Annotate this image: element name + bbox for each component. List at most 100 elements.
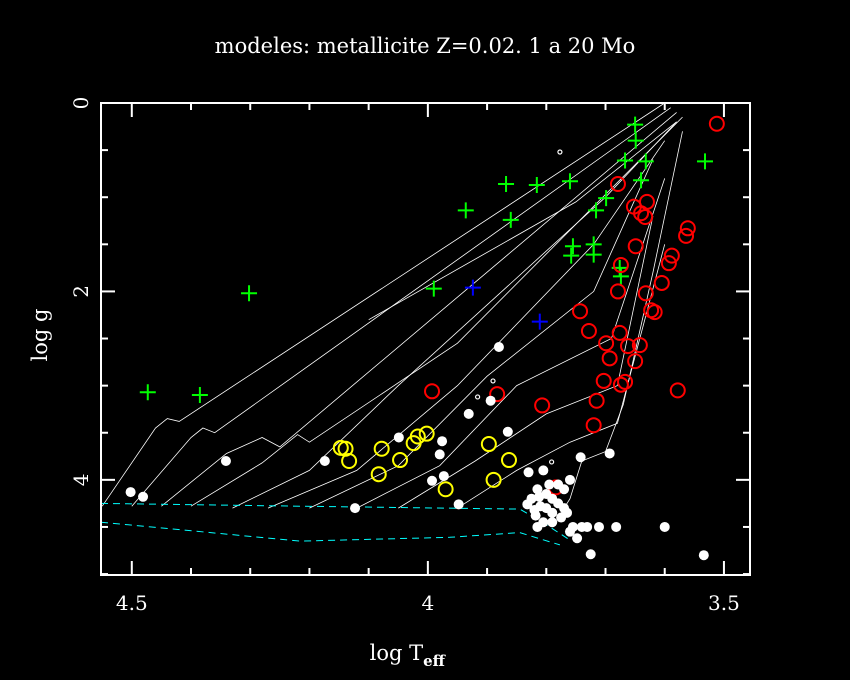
- white-dot-marker: [319, 456, 330, 467]
- red-circle-marker: [534, 397, 551, 414]
- white-dot-marker: [659, 521, 670, 532]
- white-dot-marker: [576, 521, 587, 532]
- green-plus-marker: [528, 176, 545, 193]
- yellow-circle-marker: [409, 428, 426, 445]
- white-dot-marker: [575, 452, 586, 463]
- white-dot-marker: [585, 549, 596, 560]
- red-circle-marker: [612, 376, 629, 393]
- white-dot-marker: [532, 484, 543, 495]
- red-circle-marker: [669, 382, 686, 399]
- white-dot-marker: [438, 471, 449, 482]
- white-dot-marker: [493, 342, 504, 353]
- red-circle-marker: [679, 220, 696, 237]
- evolutionary-track: [267, 140, 666, 509]
- red-circle-marker: [598, 335, 615, 352]
- green-plus-marker: [588, 202, 605, 219]
- white-open-circle-marker: [475, 394, 481, 400]
- red-circle-marker: [638, 193, 655, 210]
- white-dot-marker: [604, 448, 615, 459]
- red-circle-marker: [612, 257, 629, 274]
- white-dot-marker: [572, 533, 583, 544]
- green-plus-marker: [617, 152, 634, 169]
- y-axis-label: log g: [28, 309, 52, 362]
- x-axis-label: log Teff: [370, 641, 447, 670]
- red-circle-marker: [678, 227, 695, 244]
- red-circle-marker: [620, 338, 637, 355]
- red-circle-marker: [572, 303, 589, 320]
- yellow-circle-marker: [341, 453, 358, 470]
- yellow-circle-marker: [500, 452, 517, 469]
- white-dot-marker: [567, 521, 578, 532]
- green-plus-marker: [564, 238, 581, 255]
- green-plus-marker: [627, 132, 644, 149]
- evolutionary-track: [398, 216, 654, 509]
- zams-dashed-line: [100, 502, 571, 541]
- white-open-circle-marker: [557, 149, 563, 155]
- white-dot-marker: [485, 395, 496, 406]
- white-dot-marker: [534, 491, 545, 502]
- green-plus-marker: [191, 387, 208, 404]
- yellow-circle-marker: [485, 471, 502, 488]
- red-circle-marker: [611, 324, 628, 341]
- plot-frame: [100, 102, 751, 576]
- red-circle-marker: [489, 386, 506, 403]
- yellow-circle-marker: [418, 425, 435, 442]
- plot-area: 4.5 4 3.5 0 2 4: [69, 97, 751, 615]
- red-circle-marker: [609, 283, 626, 300]
- white-dot-marker: [463, 408, 474, 419]
- x-tick-label: 3.5: [708, 591, 740, 615]
- green-plus-marker: [598, 190, 615, 207]
- red-circle-marker: [708, 115, 725, 132]
- x-tick-label: 4.5: [116, 591, 148, 615]
- yellow-circle-marker: [392, 452, 409, 469]
- green-plus-marker: [561, 173, 578, 190]
- green-plus-marker: [633, 172, 650, 189]
- zams-dashed-line: [100, 521, 561, 546]
- red-circle-marker: [585, 417, 602, 434]
- green-plus-marker: [241, 285, 258, 302]
- red-circle-marker: [601, 350, 618, 367]
- white-dot-marker: [522, 499, 533, 510]
- red-circle-marker: [617, 373, 634, 390]
- green-plus-marker: [637, 153, 654, 170]
- chart-title: modeles: metallicite Z=0.02. 1 a 20 Mo: [215, 34, 636, 58]
- red-circle-marker: [627, 353, 644, 370]
- green-plus-marker: [457, 202, 474, 219]
- white-dot-marker: [125, 487, 136, 498]
- white-dot-marker: [427, 475, 438, 486]
- white-dot-marker: [220, 456, 231, 467]
- x-tick-label: 4: [422, 591, 435, 615]
- red-circle-marker: [588, 392, 605, 409]
- red-circle-marker: [653, 274, 670, 291]
- blue-plus-marker: [464, 279, 481, 296]
- green-plus-marker: [585, 246, 602, 263]
- white-dot-marker: [538, 465, 549, 476]
- evolutionary-track: [368, 121, 677, 321]
- red-circle-marker: [424, 383, 441, 400]
- x-axis-label-sub: eff: [423, 652, 447, 670]
- red-circle-marker: [631, 337, 648, 354]
- red-circle-marker: [637, 285, 654, 302]
- evolutionary-track: [356, 178, 666, 509]
- white-dot-marker: [544, 479, 555, 490]
- white-dot-marker: [350, 503, 361, 514]
- white-dot-marker: [564, 474, 575, 485]
- white-dot-marker: [523, 467, 534, 478]
- white-dot-marker: [547, 517, 558, 528]
- green-plus-marker: [498, 176, 515, 193]
- yellow-circle-marker: [370, 466, 387, 483]
- green-plus-marker: [696, 153, 713, 170]
- green-plus-marker: [627, 116, 644, 133]
- y-tick-label: 0: [69, 97, 93, 110]
- evolutionary-track: [457, 244, 666, 509]
- x-axis-label-main: log T: [370, 641, 423, 665]
- green-plus-marker: [612, 268, 629, 285]
- y-tick-label: 4: [69, 473, 93, 486]
- y-tick-label: 2: [69, 285, 93, 298]
- white-dot-marker: [434, 449, 445, 460]
- yellow-circle-marker: [480, 436, 497, 453]
- white-dot-marker: [138, 491, 149, 502]
- white-dot-marker: [556, 512, 567, 523]
